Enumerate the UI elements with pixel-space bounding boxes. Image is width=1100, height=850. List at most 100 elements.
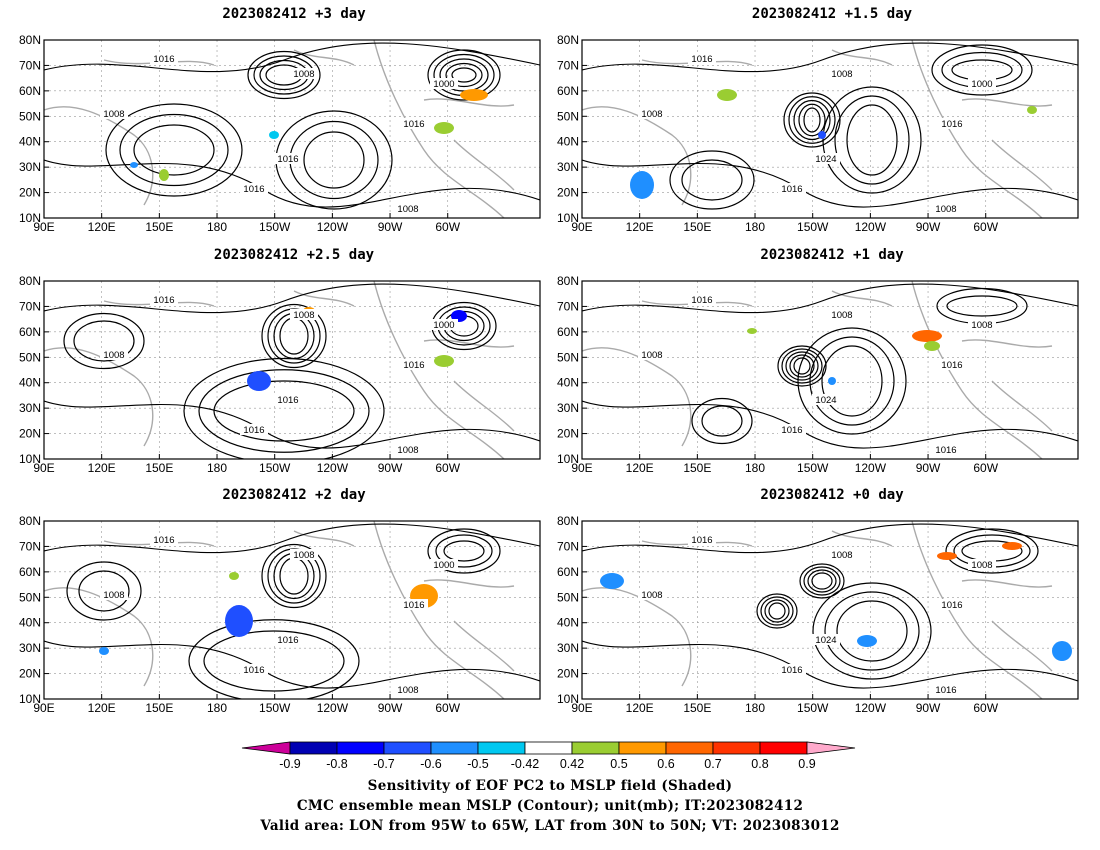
lat-tick-label: 70N <box>557 58 579 72</box>
lat-tick-label: 20N <box>19 667 41 681</box>
map-content: 1008 1008 1000 1016 1016 1016 1024 1008 <box>582 40 1078 218</box>
lat-tick-label: 10N <box>557 692 579 706</box>
lat-tick-label: 80N <box>19 33 41 47</box>
contour-label: 1024 <box>815 635 836 646</box>
lon-tick-label: 150W <box>797 701 829 715</box>
lon-tick-label: 180 <box>207 701 227 715</box>
isobar-contour <box>807 569 837 593</box>
contour-label: 1008 <box>397 204 418 215</box>
isobar-contour <box>812 582 932 680</box>
contour-label-bg <box>240 183 268 194</box>
sensitivity-shading <box>130 162 138 168</box>
contour-label-bg <box>400 599 428 610</box>
lon-tick-label: 180 <box>745 220 765 234</box>
contour-label: 1024 <box>815 154 836 165</box>
panel-title: 2023082412 +2 day <box>222 487 366 503</box>
sensitivity-shading <box>912 330 942 342</box>
lon-tick-label: 120W <box>317 701 349 715</box>
colorbar-tick-label: -0.7 <box>373 757 395 771</box>
map-panel: 1008 1008 1000 1016 1016 1016 1024 1008 80N 70N 60… <box>557 33 1079 234</box>
lon-tick-label: 90E <box>33 461 54 475</box>
map-content: 1008 1008 1008 1016 1016 1016 1024 1016 <box>582 521 1078 699</box>
colorbar-tick-label: -0.5 <box>467 757 489 771</box>
contour-label: 1016 <box>153 54 174 65</box>
contour-label-bg <box>688 53 716 64</box>
contour-label: 1016 <box>781 184 802 195</box>
sensitivity-shading <box>269 131 279 139</box>
contour-label: 1008 <box>971 320 992 331</box>
map-panel: 1008 1008 1008 1016 1016 1016 1024 1016 80N 70N 60… <box>557 514 1079 715</box>
isobar-contour <box>799 563 845 599</box>
map-content: 1008 1008 1008 1016 1016 1016 1024 1016 <box>582 281 1078 459</box>
isobar-contour <box>691 397 753 445</box>
isobar-contour <box>303 131 365 189</box>
contour-label-bg <box>394 203 422 214</box>
lat-tick-label: 40N <box>19 616 41 630</box>
lon-tick-label: 120W <box>855 701 887 715</box>
lat-tick-label: 60N <box>557 565 579 579</box>
lon-tick-label: 90W <box>378 461 403 475</box>
lon-tick-label: 180 <box>207 220 227 234</box>
lon-tick-label: 90W <box>916 701 941 715</box>
isobar-contour <box>73 320 135 362</box>
lat-tick-label: 30N <box>19 641 41 655</box>
contour-label: 1000 <box>433 79 454 90</box>
isobar-contour <box>582 159 1078 208</box>
lon-tick-label: 180 <box>745 701 765 715</box>
contour-label-bg <box>400 118 428 129</box>
lat-tick-label: 30N <box>557 160 579 174</box>
map-panel: 1008 1008 1000 1016 1016 1016 1016 1008 80N 70N 60… <box>19 514 541 715</box>
lon-tick-label: 120W <box>855 461 887 475</box>
lon-tick-label: 180 <box>207 461 227 475</box>
lat-tick-label: 40N <box>557 135 579 149</box>
contour-label: 1008 <box>397 445 418 456</box>
sensitivity-shading <box>937 552 957 560</box>
isobar-contour <box>756 593 798 629</box>
isobar-contour <box>279 317 309 355</box>
isobar-contour <box>811 572 833 590</box>
lat-tick-label: 60N <box>557 325 579 339</box>
lat-tick-label: 20N <box>19 427 41 441</box>
lat-tick-label: 20N <box>557 186 579 200</box>
sensitivity-shading <box>747 328 757 334</box>
isobar-contour <box>793 357 811 375</box>
coastline <box>293 290 515 432</box>
contour-label-bg <box>932 444 960 455</box>
sensitivity-shading <box>1027 106 1037 114</box>
colorbar-tick-label: 0.8 <box>751 757 768 771</box>
sensitivity-shading <box>434 355 454 367</box>
isobar-contour <box>789 354 815 378</box>
caption-line-2: CMC ensemble mean MSLP (Contour); unit(m… <box>296 798 804 814</box>
coastline <box>44 300 215 447</box>
lat-tick-label: 30N <box>557 401 579 415</box>
lat-tick-label: 10N <box>557 211 579 225</box>
isobar-contour <box>822 86 922 194</box>
sensitivity-shading <box>630 171 654 199</box>
lat-tick-label: 10N <box>557 452 579 466</box>
contour-label-bg <box>400 359 428 370</box>
lat-tick-label: 50N <box>557 350 579 364</box>
colorbar: -0.9 -0.8 -0.7 -0.6 -0.5 -0.42 0.42 0.5 0.6 0.7 0.… <box>241 741 856 771</box>
isobar-contour <box>793 99 831 141</box>
contour-label: 1016 <box>941 360 962 371</box>
contour-label: 1016 <box>781 665 802 676</box>
lon-tick-label: 150E <box>145 461 173 475</box>
lon-tick-label: 60W <box>973 461 998 475</box>
lon-tick-label: 90W <box>916 461 941 475</box>
contour-label: 1016 <box>153 535 174 546</box>
coastline <box>831 49 1053 191</box>
contour-label-bg <box>274 394 302 405</box>
isobar-contour <box>63 312 145 370</box>
colorbar-box <box>289 741 338 755</box>
coastline <box>44 59 215 206</box>
sensitivity-shading <box>460 89 488 101</box>
sensitivity-shading <box>247 371 271 391</box>
contour-label-bg <box>430 78 458 89</box>
isobar-contour <box>803 107 821 133</box>
contour-label-bg <box>938 599 966 610</box>
contour-label: 1000 <box>433 320 454 331</box>
coastline <box>911 521 1053 699</box>
contour-label-bg <box>968 559 996 570</box>
contour-label: 1016 <box>691 535 712 546</box>
map-content: 1008 1008 1000 1016 1016 1016 1016 1008 <box>44 521 540 699</box>
